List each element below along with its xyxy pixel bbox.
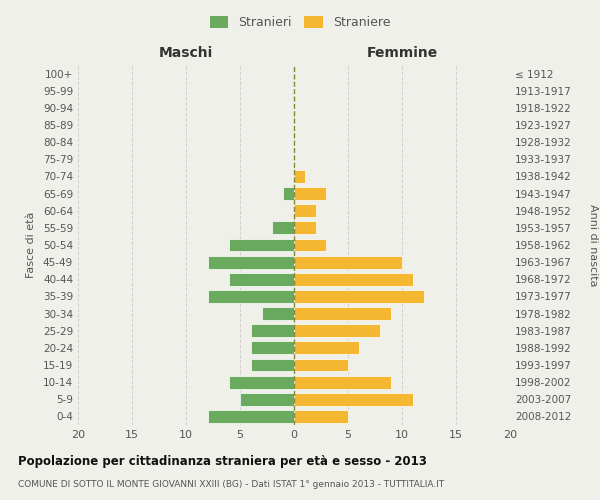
Bar <box>208 290 294 303</box>
Text: COMUNE DI SOTTO IL MONTE GIOVANNI XXIII (BG) - Dati ISTAT 1° gennaio 2013 - TUTT: COMUNE DI SOTTO IL MONTE GIOVANNI XXIII … <box>18 480 444 489</box>
Bar <box>294 290 424 303</box>
Bar <box>251 324 294 337</box>
Bar <box>272 222 294 234</box>
Bar <box>251 358 294 372</box>
Text: Maschi: Maschi <box>159 46 213 60</box>
Bar <box>294 410 348 423</box>
Y-axis label: Anni di nascita: Anni di nascita <box>588 204 598 286</box>
Bar <box>229 376 294 388</box>
Bar <box>294 324 380 337</box>
Bar <box>262 307 294 320</box>
Bar <box>294 342 359 354</box>
Bar <box>294 222 316 234</box>
Text: Femmine: Femmine <box>367 46 437 60</box>
Text: Popolazione per cittadinanza straniera per età e sesso - 2013: Popolazione per cittadinanza straniera p… <box>18 455 427 468</box>
Bar <box>294 238 326 252</box>
Bar <box>229 273 294 285</box>
Legend: Stranieri, Straniere: Stranieri, Straniere <box>205 11 395 34</box>
Bar <box>294 393 413 406</box>
Bar <box>283 187 294 200</box>
Bar <box>208 410 294 423</box>
Bar <box>294 170 305 183</box>
Bar <box>294 376 391 388</box>
Bar <box>294 204 316 217</box>
Bar <box>294 307 391 320</box>
Y-axis label: Fasce di età: Fasce di età <box>26 212 36 278</box>
Bar <box>294 273 413 285</box>
Bar <box>208 256 294 268</box>
Bar <box>294 187 326 200</box>
Bar <box>251 342 294 354</box>
Bar <box>294 358 348 372</box>
Bar <box>240 393 294 406</box>
Bar <box>294 256 402 268</box>
Bar <box>229 238 294 252</box>
